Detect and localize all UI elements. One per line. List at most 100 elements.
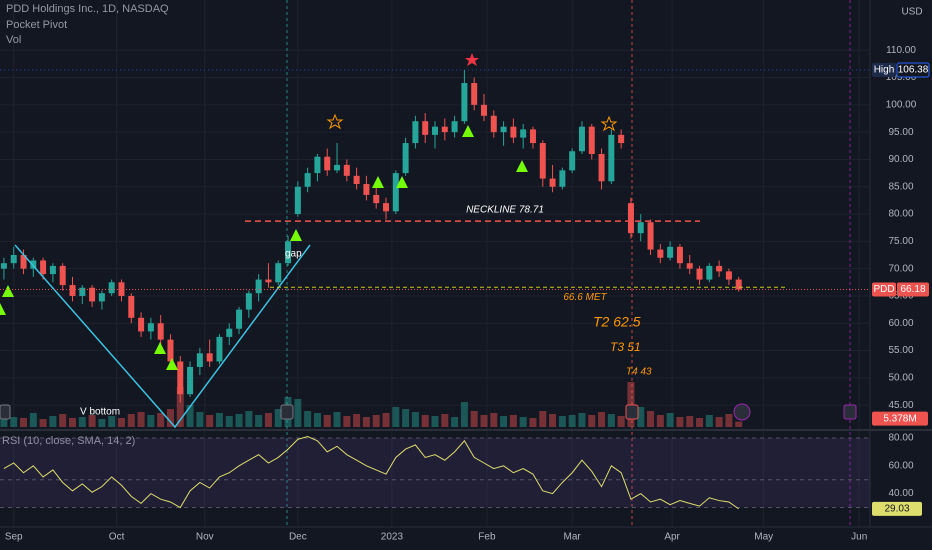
- volume-bar: [245, 411, 253, 427]
- volume-bar: [382, 413, 390, 427]
- v-bottom-line: [14, 244, 311, 429]
- volume-bar: [637, 407, 645, 427]
- candle-body: [30, 260, 37, 269]
- note: T3 51: [610, 340, 641, 354]
- price-labels: 29.03 High 106.38 PDD 66.18 5.378M: [872, 62, 930, 516]
- earnings-icon: [0, 404, 11, 420]
- volume-bar: [274, 409, 282, 427]
- candle-body: [510, 126, 517, 138]
- candle-body: [696, 268, 703, 280]
- candle-body: [422, 121, 429, 135]
- grid: 45.0050.0055.0060.0065.0070.0075.0080.00…: [0, 0, 917, 543]
- volume-bar: [20, 418, 28, 427]
- candle-body: [441, 126, 448, 133]
- volume-bar: [39, 419, 47, 427]
- candle-body: [725, 271, 732, 280]
- x-tick-label: Apr: [664, 532, 680, 543]
- volume-bar: [147, 415, 155, 427]
- candle-body: [10, 254, 17, 264]
- volume-bar: [607, 414, 615, 427]
- candle-body: [716, 265, 723, 272]
- volume-bar: [460, 402, 468, 427]
- candle-body: [569, 151, 576, 171]
- volume-bar: [196, 412, 204, 427]
- candle-body: [392, 173, 399, 212]
- dividend-icon: [733, 403, 751, 421]
- candle-body: [196, 353, 203, 367]
- volume-bar: [69, 418, 76, 427]
- candle-body: [314, 156, 321, 174]
- volume-bar: [402, 409, 410, 427]
- volume-bar: [225, 416, 233, 427]
- volume-bar: [98, 419, 106, 427]
- volume-bar: [519, 417, 527, 427]
- candle-body: [236, 309, 243, 329]
- candle-body: [40, 260, 47, 275]
- volume-bar: [500, 416, 508, 427]
- candle-body: [480, 104, 487, 116]
- volume-bar: [157, 413, 165, 427]
- rsi-panel: 80.00 60.00 40.00: [0, 433, 914, 510]
- x-tick-label: 2023: [381, 532, 404, 543]
- volume-bar: [686, 416, 694, 427]
- volume-bar: [617, 416, 625, 427]
- candle-body: [59, 265, 66, 286]
- volume-bar: [656, 415, 664, 427]
- last-value: 66.18: [900, 284, 925, 295]
- pocket-pivots: [0, 125, 528, 370]
- candle-body: [706, 265, 713, 280]
- volume-bar: [78, 417, 86, 427]
- target-label: 66.6 MET: [563, 292, 607, 303]
- volume-bar: [676, 417, 684, 427]
- candle-body: [206, 353, 213, 362]
- x-tick-label: Nov: [196, 532, 214, 543]
- volume-bar: [421, 415, 429, 427]
- candle-body: [79, 287, 86, 296]
- volume-last-box: [872, 411, 928, 426]
- rsi-line: [3, 436, 740, 510]
- candle-body: [98, 293, 105, 302]
- candle-body: [598, 153, 605, 182]
- x-tick-label: Jun: [851, 532, 867, 543]
- volume-bar: [206, 415, 214, 427]
- volume-bar: [59, 414, 67, 427]
- candle-body: [578, 126, 585, 152]
- star: [600, 115, 618, 132]
- volume-bar: [705, 415, 713, 427]
- pivot-marker: [396, 176, 408, 188]
- y-tick-label: 90.00: [888, 154, 913, 165]
- x-tick-label: Dec: [289, 532, 307, 543]
- candle-body: [138, 317, 145, 332]
- volume-bar: [333, 412, 341, 427]
- volume-bar: [735, 421, 743, 427]
- candle-body: [20, 254, 27, 269]
- candle-body: [216, 336, 223, 362]
- candle-body: [647, 222, 654, 250]
- volume-bar: [666, 413, 674, 427]
- volume-bar: [696, 418, 704, 427]
- volume-bar: [49, 416, 57, 427]
- volume-bar: [509, 415, 517, 427]
- volume-bar: [117, 418, 125, 427]
- candle-body: [353, 175, 360, 185]
- candle-body: [588, 126, 595, 154]
- volume-bar: [127, 414, 135, 427]
- candle-body: [177, 361, 184, 395]
- candle-body: [451, 121, 458, 133]
- y-tick-label: 55.00: [888, 345, 913, 356]
- last-tag: PDD: [873, 284, 894, 295]
- candle-body: [539, 143, 546, 179]
- candle-body: [285, 241, 292, 264]
- volume-bar: [186, 405, 194, 427]
- pivot-marker: [372, 176, 384, 188]
- star: [465, 53, 479, 66]
- candle-body: [383, 203, 390, 212]
- x-tick-label: May: [754, 532, 773, 543]
- candle-body: [255, 279, 262, 294]
- volume-bar: [441, 414, 449, 427]
- annotations: NECKLINE 78.71 66.6 MET: [0, 69, 870, 303]
- volume-bar: [215, 413, 223, 427]
- candle-body: [735, 279, 742, 290]
- currency: USD: [901, 7, 922, 18]
- candle-body: [187, 366, 194, 395]
